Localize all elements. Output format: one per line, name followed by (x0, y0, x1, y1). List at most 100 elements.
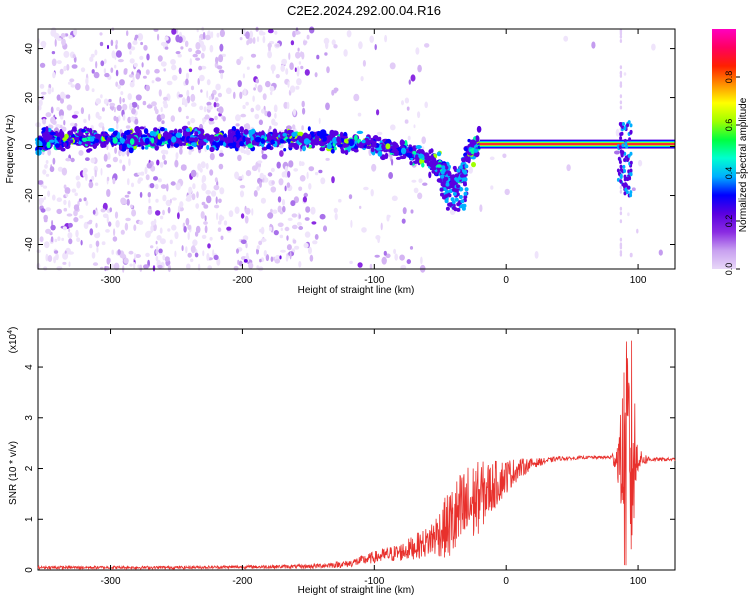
ridge-pixel (161, 137, 165, 142)
ridge-pixel (49, 131, 56, 136)
ridge-pixel (445, 182, 450, 187)
spectrogram-x-axis: -300 -200 -100 0 100 (101, 29, 647, 286)
noise-pixel (68, 228, 71, 233)
noise-pixel (300, 161, 305, 166)
ridge-pixel (447, 172, 452, 177)
noise-pixel (154, 68, 160, 74)
noise-pixel (97, 115, 102, 120)
noise-pixel (201, 234, 207, 239)
ridge-pixel (318, 141, 326, 147)
noise-pixel (308, 183, 312, 190)
ridge-pixel (385, 143, 391, 150)
ridge-pixel (444, 199, 449, 204)
colorbar-axis: 0.0 0.2 0.4 0.6 0.8 (724, 71, 740, 275)
noise-pixel (331, 176, 335, 184)
noise-pixel (333, 44, 338, 49)
ridge-pixel (624, 141, 628, 146)
noise-pixel (167, 264, 171, 273)
noise-pixel (63, 65, 67, 72)
noise-pixel (304, 217, 310, 221)
noise-pixel (57, 236, 61, 241)
ridge-pixel (629, 193, 633, 198)
ridge-pixel (106, 136, 111, 142)
x-tick-label: -300 (101, 576, 121, 587)
noise-pixel (133, 224, 137, 231)
noise-pixel (273, 121, 278, 126)
noise-pixel (188, 186, 193, 194)
noise-pixel (203, 221, 208, 225)
ridge-pixel (619, 149, 623, 154)
noise-pixel (274, 258, 281, 264)
noise-pixel (99, 32, 103, 36)
noise-pixel (119, 159, 122, 164)
spectrogram-y-axis: -40 -20 0 20 40 (24, 43, 675, 252)
noise-pixel (122, 164, 126, 172)
noise-pixel (331, 39, 336, 46)
noise-pixel (245, 101, 249, 106)
noise-pixel (257, 166, 261, 173)
noise-pixel (54, 238, 58, 243)
ridge-pixel (184, 130, 191, 137)
noise-pixel (206, 253, 210, 261)
ridge-pixel (621, 143, 625, 148)
noise-pixel (631, 187, 636, 191)
noise-pixel (65, 157, 71, 162)
noise-pixel (94, 182, 99, 186)
ridge-pixel (273, 131, 279, 138)
noise-pixel (240, 239, 247, 245)
noise-pixel (106, 164, 112, 168)
ridge-pixel (453, 207, 458, 212)
noise-pixel (238, 260, 243, 267)
noise-pixel (263, 177, 269, 183)
noise-pixel (166, 80, 173, 86)
noise-pixel (324, 52, 328, 56)
ridge-pixel (284, 129, 288, 134)
noise-pixel (195, 57, 201, 61)
noise-pixel (234, 171, 240, 180)
noise-pixel (190, 169, 197, 178)
noise-pixel (296, 69, 300, 77)
ridge-pixel (72, 126, 77, 132)
noise-pixel (220, 72, 224, 80)
ridge-pixel (182, 142, 186, 146)
noise-pixel (206, 90, 209, 99)
ridge-pixel (455, 178, 460, 183)
noise-pixel (191, 102, 197, 107)
noise-pixel (380, 222, 383, 231)
noise-pixel (184, 99, 188, 108)
noise-pixel (135, 254, 141, 258)
noise-pixel (177, 53, 182, 58)
noise-pixel (155, 255, 159, 262)
noise-pixel (196, 172, 199, 178)
ridge-pixel (247, 143, 254, 149)
noise-pixel (88, 113, 91, 121)
noise-pixel (39, 62, 46, 68)
ridge-pixel (378, 136, 382, 141)
ridge-pixel (395, 151, 399, 155)
noise-pixel (619, 94, 623, 99)
noise-pixel (125, 217, 131, 222)
noise-pixel (216, 32, 220, 38)
noise-pixel (287, 217, 293, 221)
noise-pixel (100, 94, 103, 99)
noise-pixel (409, 246, 414, 250)
noise-pixel (171, 197, 177, 201)
ridge-pixel (260, 130, 265, 137)
ridge-pixel (125, 139, 131, 144)
noise-pixel (209, 117, 214, 122)
noise-pixel (268, 44, 271, 53)
noise-pixel (245, 31, 250, 39)
ridge-pixel (81, 128, 86, 133)
noise-pixel (261, 108, 265, 114)
noise-pixel (289, 85, 296, 93)
noise-pixel (43, 214, 48, 221)
noise-pixel (361, 227, 367, 233)
noise-pixel (297, 47, 300, 52)
noise-pixel (186, 89, 190, 97)
ridge-pixel (464, 187, 469, 192)
ridge-pixel (135, 129, 142, 134)
noise-pixel (95, 240, 100, 247)
noise-pixel (137, 33, 144, 41)
noise-pixel (197, 78, 200, 85)
noise-pixel (250, 107, 255, 113)
